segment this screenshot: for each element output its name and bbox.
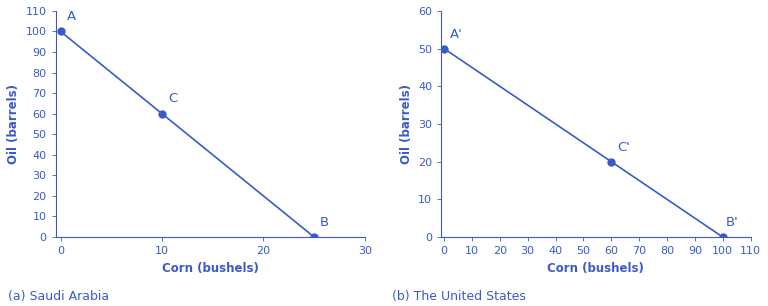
Text: A': A': [449, 28, 462, 41]
Text: B': B': [726, 216, 738, 230]
Y-axis label: Oil (barrels): Oil (barrels): [7, 84, 20, 164]
Y-axis label: Oil (barrels): Oil (barrels): [399, 84, 412, 164]
Text: (a) Saudi Arabia: (a) Saudi Arabia: [8, 290, 109, 303]
Text: B: B: [320, 216, 329, 229]
Text: C': C': [617, 141, 630, 154]
X-axis label: Corn (bushels): Corn (bushels): [548, 262, 644, 274]
Text: C: C: [168, 92, 177, 106]
Text: (b) The United States: (b) The United States: [392, 290, 525, 303]
Text: A: A: [67, 10, 76, 23]
X-axis label: Corn (bushels): Corn (bushels): [162, 262, 259, 274]
